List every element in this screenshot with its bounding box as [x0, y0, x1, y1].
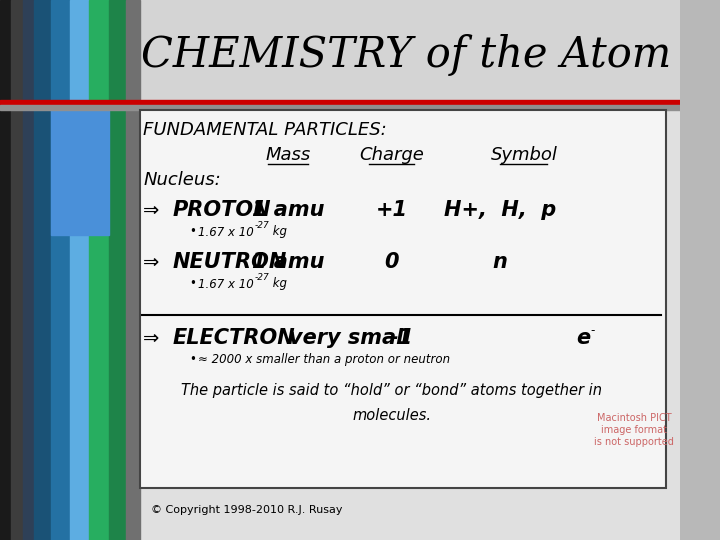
Text: NEUTRON: NEUTRON	[173, 252, 287, 272]
Text: very small: very small	[289, 328, 410, 348]
Text: 1 amu: 1 amu	[252, 252, 324, 272]
Text: Macintosh PICT
image format
is not supported: Macintosh PICT image format is not suppo…	[595, 414, 674, 447]
Bar	[0, 0, 12, 540]
Bar	[12, 0, 22, 540]
Bar	[109, 0, 127, 540]
Bar	[0, 0, 680, 108]
Bar	[51, 105, 109, 235]
Bar	[0, 105, 680, 110]
Text: -1: -1	[390, 328, 413, 348]
Text: molecules.: molecules.	[352, 408, 431, 422]
Text: 0: 0	[384, 252, 399, 272]
Text: n: n	[493, 252, 508, 272]
Bar	[70, 0, 89, 540]
Text: •: •	[189, 278, 196, 291]
Bar	[0, 108, 680, 540]
Bar	[34, 0, 51, 540]
Text: ≈ 2000 x smaller than a proton or neutron: ≈ 2000 x smaller than a proton or neutro…	[198, 354, 450, 367]
Text: Charge: Charge	[359, 146, 424, 164]
Text: kg: kg	[269, 278, 287, 291]
Text: ELECTRON: ELECTRON	[173, 328, 295, 348]
Text: •: •	[189, 226, 196, 239]
Text: •: •	[189, 354, 196, 367]
Text: 1 amu: 1 amu	[252, 200, 324, 220]
Text: FUNDAMENTAL PARTICLES:: FUNDAMENTAL PARTICLES:	[143, 121, 387, 139]
Text: ⇒: ⇒	[143, 328, 159, 348]
Text: e: e	[576, 328, 590, 348]
Text: Nucleus:: Nucleus:	[143, 171, 221, 189]
Text: kg: kg	[269, 226, 287, 239]
Text: -: -	[590, 325, 594, 338]
Text: ⇒: ⇒	[143, 253, 159, 272]
Text: 1.67 x 10: 1.67 x 10	[198, 278, 254, 291]
Text: The particle is said to “hold” or “bond” atoms together in: The particle is said to “hold” or “bond”…	[181, 382, 602, 397]
Text: ⇒: ⇒	[143, 200, 159, 219]
Bar	[140, 110, 667, 488]
Bar	[51, 0, 70, 540]
Bar	[22, 0, 34, 540]
Text: © Copyright 1998-2010 R.J. Rusay: © Copyright 1998-2010 R.J. Rusay	[151, 505, 343, 515]
Text: PROTON: PROTON	[173, 200, 271, 220]
Text: +1: +1	[376, 200, 408, 220]
Text: H+,  H,  p: H+, H, p	[444, 200, 557, 220]
Text: Mass: Mass	[265, 146, 310, 164]
Text: -27: -27	[255, 221, 269, 231]
Text: 1.67 x 10: 1.67 x 10	[198, 226, 254, 239]
Bar	[127, 0, 140, 540]
Bar	[0, 100, 680, 105]
Text: CHEMISTRY of the Atom: CHEMISTRY of the Atom	[141, 34, 671, 76]
Bar	[89, 0, 109, 540]
Text: -27: -27	[255, 273, 269, 282]
Text: Symbol: Symbol	[490, 146, 557, 164]
